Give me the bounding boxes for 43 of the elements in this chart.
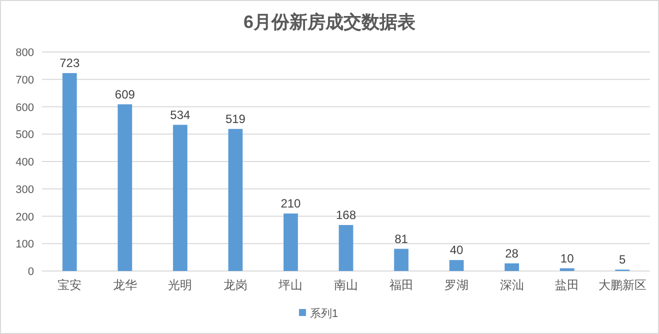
data-label: 609 <box>114 87 136 102</box>
chart-title: 6月份新房成交数据表 <box>243 12 416 32</box>
x-tick-label: 盐田 <box>555 278 580 292</box>
data-label: 40 <box>450 243 464 258</box>
bar <box>118 104 132 271</box>
x-tick-label: 坪山 <box>278 278 303 292</box>
legend-label: 系列1 <box>310 307 338 320</box>
bar <box>560 268 574 271</box>
x-tick-label: 龙岗 <box>223 278 248 292</box>
y-tick-label: 800 <box>16 47 34 59</box>
y-tick-label: 200 <box>16 211 34 224</box>
y-tick-label: 700 <box>16 74 34 86</box>
bar <box>284 214 298 271</box>
x-tick-label: 南山 <box>334 278 358 292</box>
bar <box>62 73 77 271</box>
data-label: 28 <box>505 246 519 260</box>
y-tick-label: 500 <box>16 129 34 142</box>
x-tick-label: 福田 <box>389 278 414 292</box>
bar <box>394 248 408 271</box>
data-label: 534 <box>170 108 191 122</box>
bar <box>228 128 243 271</box>
y-tick-label: 0 <box>28 266 34 278</box>
x-tick-label: 龙华 <box>112 278 137 292</box>
y-tick-label: 300 <box>16 184 34 196</box>
x-tick-label: 宝安 <box>58 278 82 292</box>
x-tick-label: 深汕 <box>500 278 524 292</box>
data-label: 519 <box>225 112 246 126</box>
x-tick-label: 光明 <box>168 278 192 292</box>
bar <box>504 263 520 271</box>
bar <box>338 225 354 271</box>
data-label: 81 <box>394 232 408 246</box>
data-label: 210 <box>280 196 302 211</box>
data-label: 723 <box>60 56 80 70</box>
data-label: 168 <box>336 208 356 222</box>
x-tick-label: 大鹏新区 <box>598 278 646 292</box>
y-tick-label: 100 <box>16 238 34 251</box>
data-label: 10 <box>560 251 574 266</box>
data-label: 5 <box>619 252 626 267</box>
y-tick-label: 600 <box>16 102 34 114</box>
bar <box>172 124 188 271</box>
bar <box>449 260 464 271</box>
y-tick-label: 400 <box>16 156 34 168</box>
x-tick-label: 罗湖 <box>444 278 469 292</box>
